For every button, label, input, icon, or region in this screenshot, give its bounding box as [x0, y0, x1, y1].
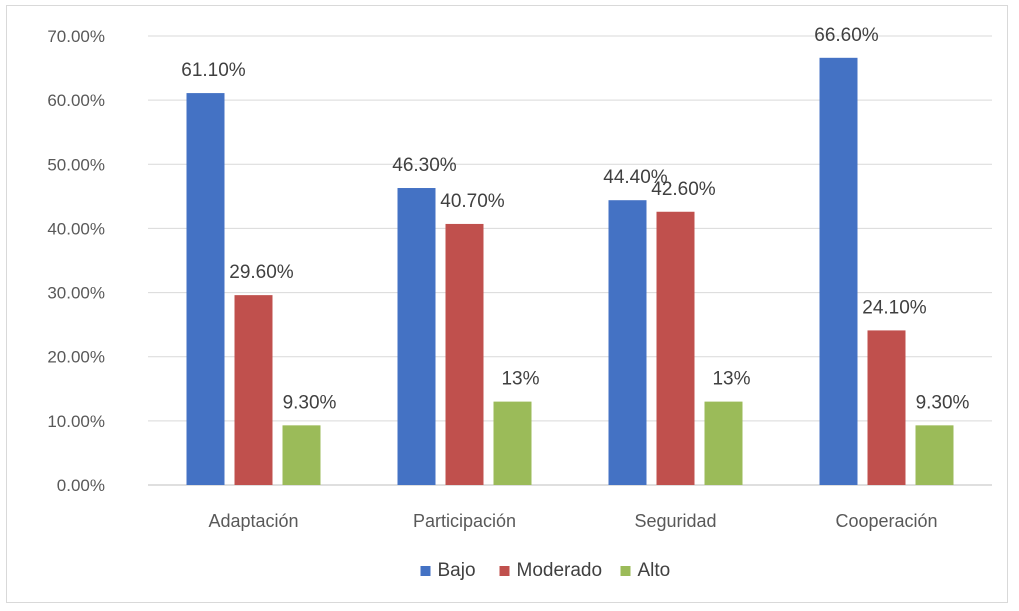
legend-swatch — [620, 566, 631, 576]
data-label: 44.40% — [603, 167, 668, 188]
x-tick-label: Seguridad — [634, 511, 716, 531]
legend-label: Bajo — [438, 560, 476, 581]
bar — [493, 401, 532, 485]
data-label: 13% — [501, 369, 539, 390]
data-label: 42.60% — [651, 179, 716, 200]
y-tick-label: 50.00% — [47, 155, 105, 174]
y-axis: 0.00% 10.00% 20.00% 30.00% 40.00% 50.00% 60.00… — [47, 27, 105, 495]
legend-label: Alto — [638, 560, 671, 581]
bar — [234, 295, 273, 485]
data-label: 40.70% — [440, 191, 505, 212]
y-tick-label: 60.00% — [47, 91, 105, 110]
data-label: 24.10% — [862, 297, 927, 318]
bar — [656, 211, 695, 485]
y-tick-label: 10.00% — [47, 412, 105, 431]
bar — [867, 330, 906, 485]
y-tick-label: 30.00% — [47, 284, 105, 303]
legend-swatch — [420, 566, 431, 576]
data-label: 66.60% — [814, 25, 879, 46]
y-tick-label: 20.00% — [47, 348, 105, 367]
data-label: 61.10% — [181, 60, 246, 81]
bars — [186, 57, 954, 486]
bar — [445, 223, 484, 485]
y-tick-label: 70.00% — [47, 27, 105, 46]
bar — [397, 188, 436, 486]
bar — [819, 57, 858, 486]
bar — [704, 401, 743, 485]
data-label: 9.30% — [916, 392, 970, 413]
data-label: 29.60% — [229, 262, 294, 283]
legend-label: Moderado — [517, 560, 603, 581]
bar — [186, 93, 225, 485]
x-tick-label: Participación — [413, 511, 516, 531]
bar — [608, 200, 647, 485]
data-label: 9.30% — [283, 392, 337, 413]
bar — [282, 425, 321, 485]
y-tick-label: 40.00% — [47, 219, 105, 238]
data-label: 46.30% — [392, 155, 457, 176]
gridlines — [148, 35, 992, 486]
y-tick-label: 0.00% — [57, 476, 105, 495]
x-axis: Adaptación Participación Seguridad Cooperac… — [208, 511, 937, 531]
data-labels: 61.10% 29.60% 9.30% 46.30% 40.70% 13% 44.40%42… — [181, 25, 969, 414]
x-tick-label: Cooperación — [835, 511, 937, 531]
bar — [915, 425, 954, 485]
legend-swatch — [499, 566, 510, 576]
legend: Bajo Moderado Alto — [420, 560, 671, 581]
x-tick-label: Adaptación — [208, 511, 298, 531]
data-label: 13% — [712, 369, 750, 390]
